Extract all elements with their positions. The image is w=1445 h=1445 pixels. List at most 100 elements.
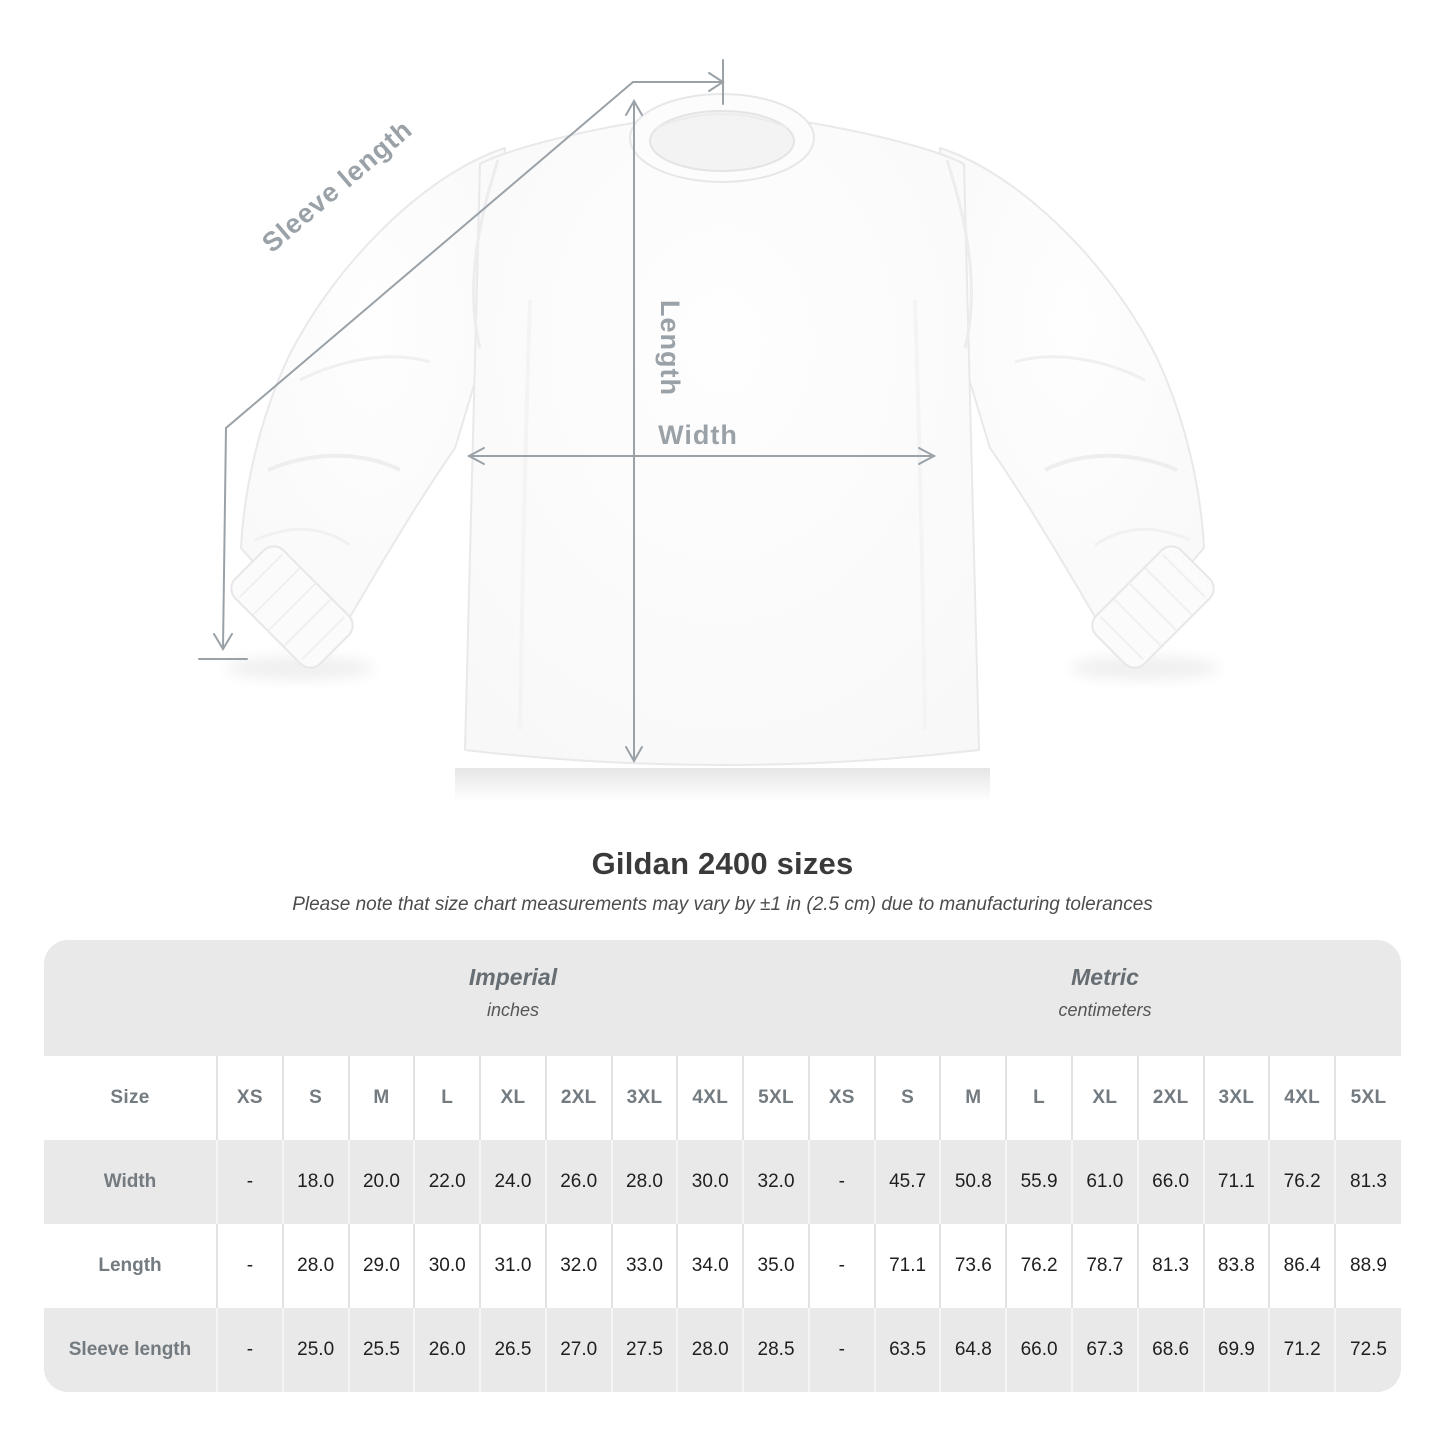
imperial-label: Imperial xyxy=(468,964,558,990)
length-arrow xyxy=(625,98,643,764)
heading-section: Gildan 2400 sizes Please note that size … xyxy=(0,846,1445,916)
measurement-value: 61.0 xyxy=(1070,1140,1138,1224)
unit-group-metric: Metric centimeters xyxy=(809,940,1401,1056)
measurement-annotations xyxy=(198,59,937,764)
measurement-value: 45.7 xyxy=(873,1140,941,1224)
size-header-label: Size xyxy=(110,1087,150,1108)
measurement-value: 69.9 xyxy=(1202,1308,1270,1392)
measurement-value: 18.0 xyxy=(281,1140,349,1224)
measurement-value: 27.0 xyxy=(544,1308,612,1392)
size-column-header: S xyxy=(281,1056,349,1140)
measurements-table: Size XS S M L XL 2XL 3XL 4XL 5XL XS S M L XL 2XL 3XL 4XL… xyxy=(44,1056,1401,1392)
row-label: Width xyxy=(103,1171,157,1192)
measurement-value: - xyxy=(807,1224,875,1308)
measurement-value: - xyxy=(216,1308,283,1392)
size-header-row: Size XS S M L XL 2XL 3XL 4XL 5XL XS S M L XL 2XL 3XL 4XL… xyxy=(44,1056,1401,1140)
measurement-value: - xyxy=(216,1224,283,1308)
measurement-value: 32.0 xyxy=(544,1224,612,1308)
shirt-shadow xyxy=(225,656,1220,802)
measurement-value: 24.0 xyxy=(479,1140,546,1224)
measurement-value: 76.2 xyxy=(1268,1140,1336,1224)
measurement-value: 66.0 xyxy=(1005,1308,1072,1392)
measurement-value: 71.1 xyxy=(1202,1140,1270,1224)
size-column-header: 3XL xyxy=(1202,1056,1270,1140)
measurement-value: 86.4 xyxy=(1268,1224,1336,1308)
left-cuff xyxy=(230,545,354,669)
right-cuff xyxy=(1091,545,1215,669)
measurement-value: - xyxy=(216,1140,283,1224)
size-column-header: 2XL xyxy=(1136,1056,1204,1140)
measurement-value: 26.0 xyxy=(544,1140,612,1224)
measurement-value: 32.0 xyxy=(742,1140,809,1224)
width-label: Width xyxy=(658,420,738,450)
measurement-value: 29.0 xyxy=(347,1224,415,1308)
width-arrow xyxy=(466,447,937,465)
measurement-row-sleeve-length: Sleeve length -25.0 25.5 26.0 26.5 27.0 27.5 28… xyxy=(44,1308,1401,1392)
measurement-value: 68.6 xyxy=(1136,1308,1204,1392)
measurement-value: 50.8 xyxy=(939,1140,1007,1224)
measurement-value: 27.5 xyxy=(610,1308,678,1392)
size-column-header: XL xyxy=(479,1056,546,1140)
size-column-header: 5XL xyxy=(742,1056,809,1140)
measurement-value: 71.1 xyxy=(873,1224,941,1308)
size-column-header: M xyxy=(939,1056,1007,1140)
measurement-value: 83.8 xyxy=(1202,1224,1270,1308)
measurement-row-width: Width -18.0 20.0 22.0 24.0 26.0 28.0 30.0 32.0-4… xyxy=(44,1140,1401,1224)
size-column-header: 4XL xyxy=(1268,1056,1336,1140)
size-column-header: L xyxy=(1005,1056,1072,1140)
size-column-header: 4XL xyxy=(676,1056,744,1140)
size-column-header: XS xyxy=(216,1056,283,1140)
collar xyxy=(629,93,815,183)
measurement-value: 30.0 xyxy=(413,1224,481,1308)
measurement-value: 88.9 xyxy=(1334,1224,1401,1308)
page-title: Gildan 2400 sizes xyxy=(591,846,854,881)
measurement-value: 63.5 xyxy=(873,1308,941,1392)
measurement-value: 22.0 xyxy=(413,1140,481,1224)
measurement-value: 64.8 xyxy=(939,1308,1007,1392)
row-label: Length xyxy=(98,1255,162,1276)
measurement-value: 72.5 xyxy=(1334,1308,1401,1392)
measurement-value: 28.5 xyxy=(742,1308,809,1392)
measurement-value: 34.0 xyxy=(676,1224,744,1308)
measurement-value: 78.7 xyxy=(1070,1224,1138,1308)
measurement-value: 66.0 xyxy=(1136,1140,1204,1224)
measurement-value: 30.0 xyxy=(676,1140,744,1224)
left-sleeve xyxy=(240,147,506,651)
measurement-value: 81.3 xyxy=(1136,1224,1204,1308)
measurement-value: 26.5 xyxy=(479,1308,546,1392)
measurement-value: 31.0 xyxy=(479,1224,546,1308)
length-label: Length xyxy=(655,300,685,396)
sleeve-length-arrow xyxy=(198,59,725,660)
unit-header-spacer xyxy=(44,940,217,1056)
tolerance-note: Please note that size chart measurements… xyxy=(292,894,1153,915)
size-chart-table: Imperial inches Metric centimeters Size … xyxy=(44,940,1401,1392)
long-sleeve-shirt-illustration: Sleeve length Length Width xyxy=(198,59,1220,802)
measurement-value: 28.0 xyxy=(676,1308,744,1392)
size-column-header: L xyxy=(413,1056,481,1140)
measurement-value: 81.3 xyxy=(1334,1140,1401,1224)
measurement-value: 76.2 xyxy=(1005,1224,1072,1308)
size-column-header: XL xyxy=(1070,1056,1138,1140)
measurement-value: 28.0 xyxy=(610,1140,678,1224)
size-column-header: 5XL xyxy=(1334,1056,1401,1140)
size-column-header: XS xyxy=(807,1056,875,1140)
size-column-header: 3XL xyxy=(610,1056,678,1140)
measurement-value: 20.0 xyxy=(347,1140,415,1224)
right-sleeve xyxy=(939,147,1205,651)
measurement-value: 73.6 xyxy=(939,1224,1007,1308)
measurement-value: 26.0 xyxy=(413,1308,481,1392)
metric-unit: centimeters xyxy=(1058,1000,1152,1020)
row-label: Sleeve length xyxy=(68,1339,192,1360)
measurement-value: 35.0 xyxy=(742,1224,809,1308)
measurement-value: 71.2 xyxy=(1268,1308,1336,1392)
unit-header-row: Imperial inches Metric centimeters xyxy=(44,940,1401,1056)
size-column-header: S xyxy=(873,1056,941,1140)
metric-label: Metric xyxy=(1071,964,1139,990)
measurement-value: 25.5 xyxy=(347,1308,415,1392)
shirt-measurement-diagram: Sleeve length Length Width xyxy=(198,59,1220,802)
unit-group-imperial: Imperial inches xyxy=(217,940,809,1056)
measurement-rows: Size XS S M L XL 2XL 3XL 4XL 5XL XS S M L XL 2XL 3XL 4XL… xyxy=(44,1056,1401,1392)
measurement-value: 67.3 xyxy=(1070,1308,1138,1392)
measurement-row-length: Length -28.0 29.0 30.0 31.0 32.0 33.0 34.0 35.0-… xyxy=(44,1224,1401,1308)
measurement-value: 25.0 xyxy=(281,1308,349,1392)
